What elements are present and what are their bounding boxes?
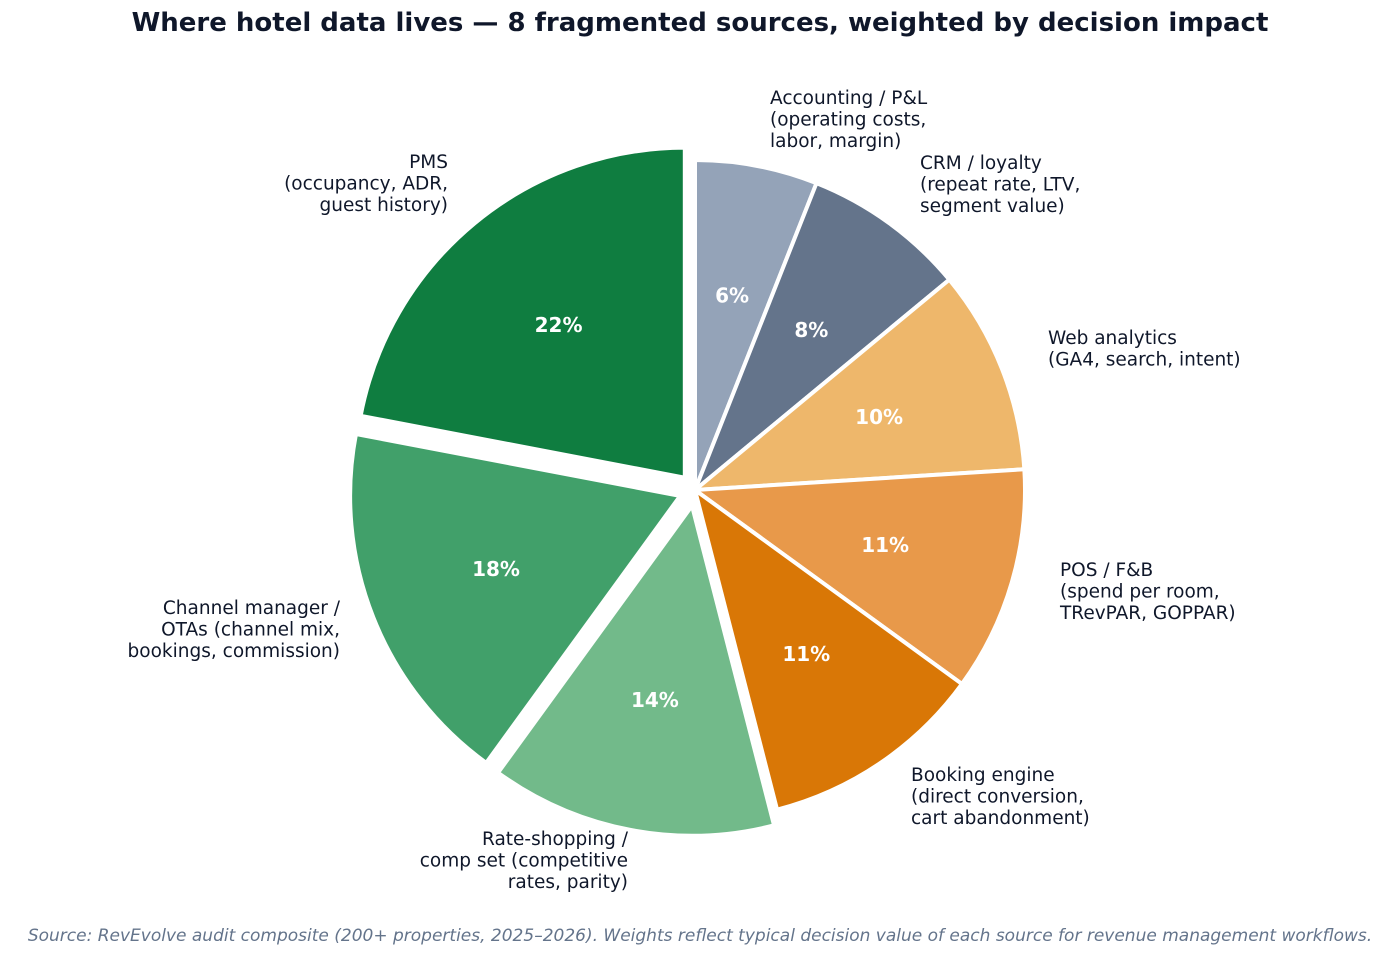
label-line: bookings, commission) (128, 641, 340, 662)
slice-percent-label: 14% (631, 688, 679, 712)
label-line: Channel manager / (163, 598, 341, 619)
label-line: TRevPAR, GOPPAR) (1059, 603, 1236, 624)
label-line: PMS (409, 152, 448, 173)
slice-category-label: Booking engine (direct conversion, cart ab… (911, 765, 1090, 829)
slice-percent-label: 11% (782, 642, 830, 666)
slice-percent-label: 11% (861, 533, 909, 557)
source-note: Source: RevEvolve audit composite (200+ … (27, 926, 1373, 946)
slice-category-label: PMS (occupancy, ADR, guest history) (284, 152, 448, 216)
slice-percent-label: 22% (535, 313, 583, 337)
label-line: Booking engine (911, 765, 1055, 786)
label-line: segment value) (920, 196, 1065, 217)
pie-slice (496, 503, 777, 838)
pie-slice (693, 488, 964, 812)
slice-percent-label: 10% (855, 405, 903, 429)
label-line: labor, margin) (770, 131, 901, 152)
label-line: Accounting / P&L (770, 88, 928, 109)
label-line: comp set (competitive (420, 851, 628, 872)
pie-slice (358, 145, 687, 480)
label-line: Rate-shopping / (482, 829, 629, 850)
slice-category-label: CRM / loyalty (repeat rate, LTV, segment v… (920, 153, 1080, 217)
pie-slices (348, 145, 1027, 838)
slice-category-label: Accounting / P&L (operating costs, labor, … (770, 88, 928, 152)
label-line: guest history) (320, 195, 448, 216)
label-line: CRM / loyalty (920, 153, 1042, 174)
slice-category-label: Web analytics (GA4, search, intent) (1048, 328, 1241, 371)
label-line: (repeat rate, LTV, (920, 175, 1080, 196)
label-line: (operating costs, (770, 110, 926, 131)
slice-percent-label: 8% (794, 318, 828, 342)
label-line: POS / F&B (1060, 560, 1153, 581)
pie-slice (348, 432, 683, 765)
slice-category-label: Channel manager / OTAs (channel mix, booki… (128, 598, 341, 662)
label-line: (GA4, search, intent) (1048, 350, 1241, 371)
label-line: OTAs (channel mix, (161, 620, 340, 641)
label-line: (direct conversion, (911, 787, 1084, 808)
pie-slice (693, 158, 819, 492)
label-line: (occupancy, ADR, (284, 174, 448, 195)
slice-category-label: POS / F&B (spend per room, TRevPAR, GOPPAR… (1059, 560, 1236, 624)
label-line: (spend per room, (1060, 582, 1220, 603)
label-line: Web analytics (1048, 328, 1177, 349)
chart-title: Where hotel data lives — 8 fragmented so… (131, 8, 1269, 38)
slice-percent-label: 18% (472, 557, 520, 581)
pie-slice (693, 277, 1027, 492)
label-line: rates, parity) (508, 872, 628, 893)
category-labels: Accounting / P&L (operating costs, labor, … (128, 88, 1241, 893)
pie-slice (693, 181, 952, 492)
pie-slice (693, 467, 1027, 686)
slice-category-label: Rate-shopping / comp set (competitive rate… (420, 829, 629, 893)
label-line: cart abandonment) (911, 808, 1090, 829)
slice-percent-label: 6% (715, 284, 749, 308)
percent-labels: 6% 8% 10% 11% 11% 14% 18% 22% (472, 284, 909, 713)
